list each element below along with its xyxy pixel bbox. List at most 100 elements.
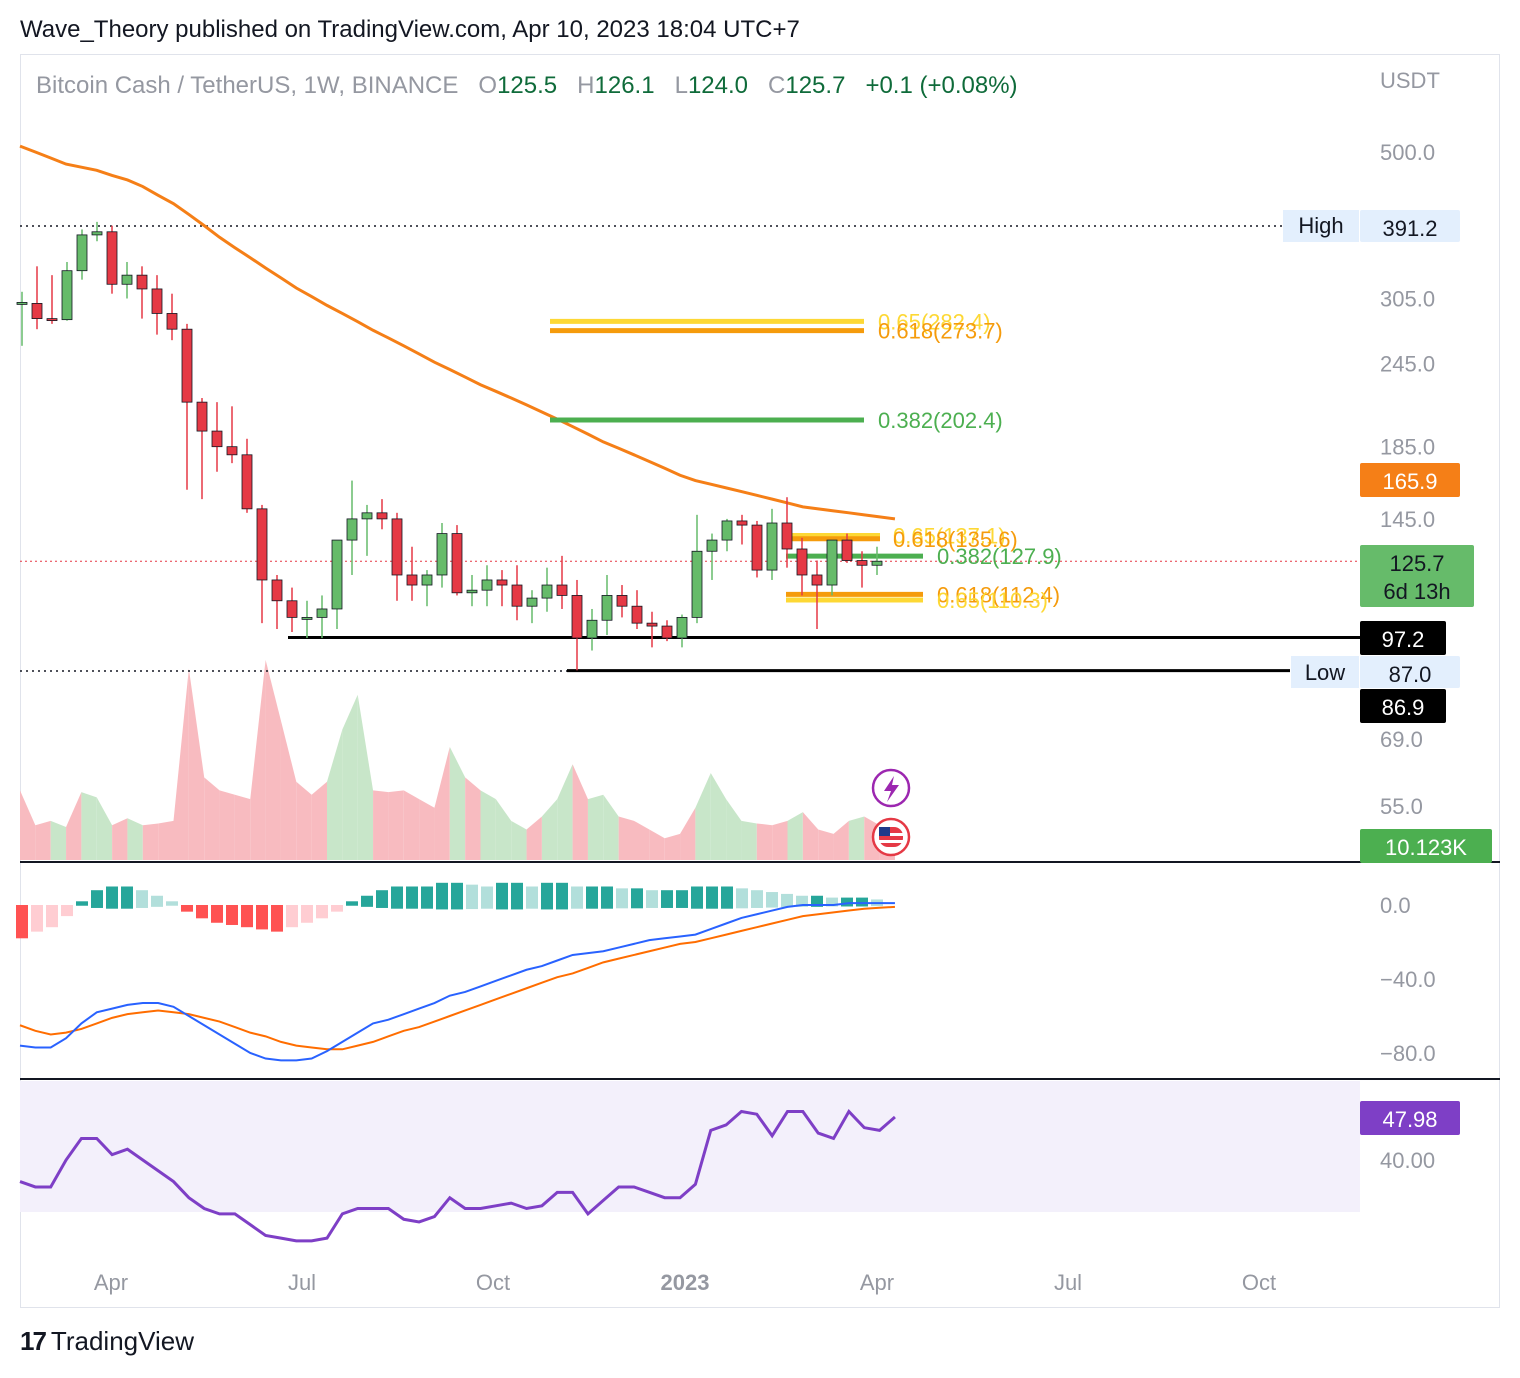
volume-area xyxy=(219,790,235,860)
macd-histogram-bar xyxy=(811,895,823,907)
volume-area xyxy=(127,818,143,860)
ma-value-tag xyxy=(1360,463,1460,497)
candle-down xyxy=(451,533,463,594)
fib-label: 0.618(112.4) xyxy=(937,582,1060,607)
candle-down xyxy=(796,548,808,576)
us-flag-icon-stripe xyxy=(879,833,903,836)
last-price-tag-text: 125.7 xyxy=(1389,551,1444,576)
rsi-band xyxy=(20,1081,1360,1212)
y-tick-label: 245.0 xyxy=(1380,351,1435,376)
close-label: C xyxy=(768,72,786,99)
low-label-text: Low xyxy=(1305,660,1345,685)
candle-up xyxy=(76,234,88,272)
candle-up xyxy=(346,518,358,541)
x-tick-label: Oct xyxy=(476,1270,510,1295)
candle-down xyxy=(631,605,643,624)
macd-histogram-bar xyxy=(556,882,568,910)
fib-label: 0.618(273.7) xyxy=(878,319,1003,344)
candle-down xyxy=(106,231,118,285)
low-value-tag-text: 87.0 xyxy=(1389,662,1432,687)
macd-histogram-bar xyxy=(766,892,778,908)
candle-up xyxy=(676,616,688,639)
candle-up xyxy=(541,584,553,599)
high-label-text: High xyxy=(1298,213,1343,238)
volume-area xyxy=(188,668,205,860)
macd-histogram-bar xyxy=(241,905,253,928)
volume-area xyxy=(96,797,113,860)
lightning-icon-bolt xyxy=(884,776,899,802)
volume-area xyxy=(772,820,788,860)
volume-area xyxy=(787,812,803,860)
y-tick-label: 0.0 xyxy=(1380,893,1411,918)
candle-down xyxy=(616,595,628,607)
candle-down xyxy=(736,520,748,526)
candle-up xyxy=(526,597,538,607)
open-label: O xyxy=(478,72,498,99)
fib-label: 0.65(137.1) xyxy=(893,523,1006,548)
candle-up xyxy=(481,579,493,591)
macd-histogram-bar xyxy=(436,882,448,910)
tradingview-logo[interactable]: 17 TradingView xyxy=(20,1326,194,1357)
macd-histogram-bar xyxy=(46,905,58,928)
macd-histogram-bar xyxy=(121,886,133,909)
x-tick-label: Oct xyxy=(1242,1270,1276,1295)
candle-up xyxy=(436,533,448,576)
macd-histogram-bar xyxy=(676,890,688,908)
candle-down xyxy=(661,625,673,639)
volume-area xyxy=(587,794,604,860)
volume-area xyxy=(66,792,82,860)
candle-down xyxy=(751,524,763,571)
macd-histogram-bar xyxy=(631,888,643,909)
macd-histogram-bar xyxy=(301,905,313,923)
macd-histogram-bar xyxy=(271,905,283,932)
volume-area xyxy=(649,829,665,860)
macd-histogram-bar xyxy=(286,905,298,928)
candle-up xyxy=(466,589,478,594)
macd-histogram-bar xyxy=(796,895,808,907)
candle-down xyxy=(256,508,268,581)
macd-histogram-bar xyxy=(361,895,373,907)
macd-histogram-bar xyxy=(16,905,28,939)
macd-histogram-bar xyxy=(151,895,163,907)
high-value: 126.1 xyxy=(594,72,655,99)
volume-area xyxy=(449,746,466,860)
macd-histogram-bar xyxy=(571,886,583,909)
x-tick-label: Jul xyxy=(288,1270,316,1295)
macd-histogram-bar xyxy=(721,886,733,909)
candle-down xyxy=(166,313,178,330)
candle-up xyxy=(361,512,373,520)
candle-up xyxy=(121,274,133,285)
volume-area xyxy=(20,790,36,860)
fib-label: 0.65(110.3) xyxy=(937,588,1048,613)
volume-area xyxy=(311,781,327,860)
candle-down xyxy=(196,401,208,432)
rsi-value-tag-text: 47.98 xyxy=(1382,1107,1437,1132)
candle-down xyxy=(286,600,298,618)
macd-histogram-bar xyxy=(736,888,748,909)
candle-down xyxy=(136,274,148,290)
high-label-tag xyxy=(1283,210,1359,242)
volume-area xyxy=(634,820,650,860)
candle-up xyxy=(61,270,73,321)
us-flag-icon-canton xyxy=(879,827,890,836)
x-tick-label: 2023 xyxy=(661,1270,710,1295)
volume-area xyxy=(81,792,97,860)
volume-area xyxy=(511,820,527,860)
volume-area xyxy=(373,790,389,860)
volume-area xyxy=(818,829,834,860)
volume-area xyxy=(756,823,773,860)
macd-histogram-bar xyxy=(601,886,613,909)
macd-histogram-bar xyxy=(616,888,628,909)
volume-area xyxy=(342,694,358,860)
fib-label: 0.618(135.6) xyxy=(893,527,1018,552)
candle-down xyxy=(31,303,43,320)
macd-histogram-bar xyxy=(856,897,868,907)
us-flag-icon-stripe xyxy=(879,840,903,843)
candle-up xyxy=(721,520,733,541)
last-price-tag xyxy=(1360,545,1474,607)
candle-up xyxy=(91,231,103,236)
y-tick-label: 185.0 xyxy=(1380,435,1435,460)
candle-down xyxy=(571,595,583,639)
y-tick-label: 305.0 xyxy=(1380,287,1435,312)
